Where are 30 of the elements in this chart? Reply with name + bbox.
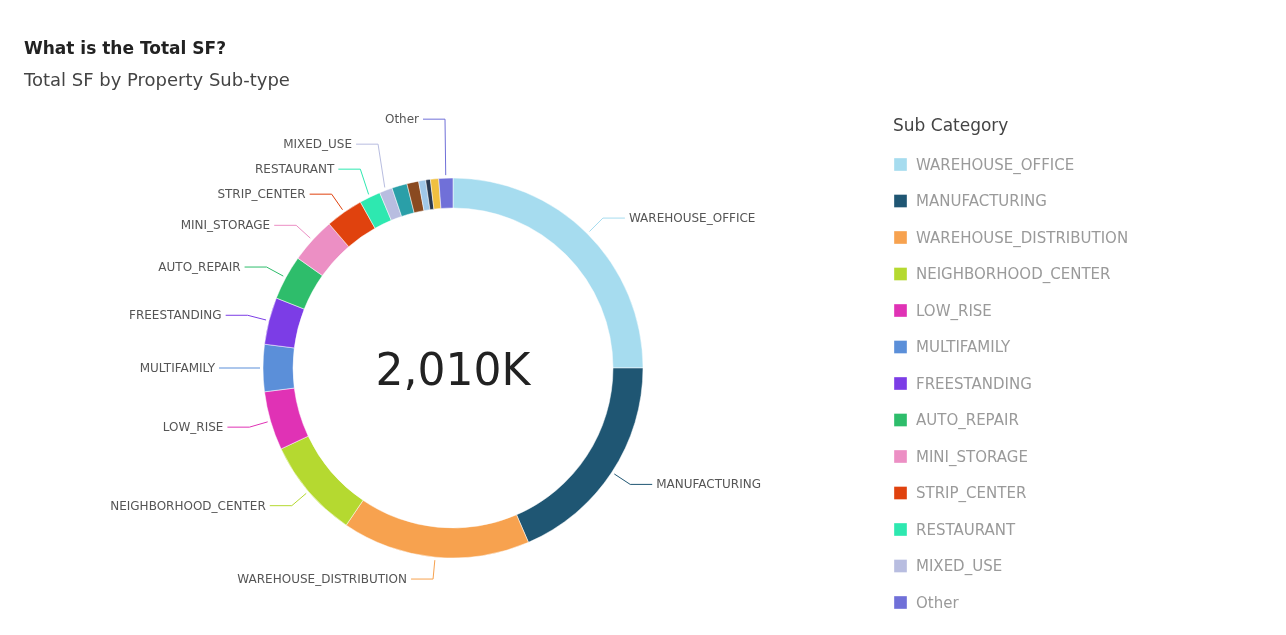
- legend-label: NEIGHBORHOOD_CENTER: [916, 265, 1111, 284]
- slice-label: FREESTANDING: [128, 308, 222, 323]
- legend-label: WAREHOUSE_DISTRIBUTION: [916, 228, 1129, 248]
- category-label: MANUFACTURING: [916, 192, 1047, 210]
- text: 2,010K: [375, 344, 532, 395]
- legend-label: MULTIFAMILY: [916, 338, 1012, 356]
- slice-label: LOW_RISE: [162, 420, 224, 435]
- legend-label: Other: [916, 593, 960, 612]
- legend-label: WAREHOUSE_OFFICE: [628, 211, 756, 226]
- legend-label: FREESTANDING: [916, 374, 1032, 393]
- category-label: Other: [384, 112, 420, 127]
- slice-label: MULTIFAMILY: [139, 361, 216, 375]
- chart-title: What is the Total SF?: [24, 38, 226, 59]
- legend-label: LOW_RISE: [916, 301, 992, 321]
- legend-label: RESTAURANT: [916, 520, 1016, 539]
- slice-label: NEIGHBORHOOD_CENTER: [110, 498, 266, 513]
- category-label: WAREHOUSE_OFFICE: [916, 155, 1075, 174]
- legend-label: AUTO_REPAIR: [916, 411, 1019, 430]
- chart-subtitle: Total SF by Property Sub-type: [23, 69, 290, 91]
- slice-label: WAREHOUSE_DISTRIBUTION: [237, 572, 408, 587]
- slice-label: MINI_STORAGE: [180, 218, 271, 233]
- legend-label: MIXED_USE: [916, 557, 1003, 576]
- legend-label: MANUFACTURING: [656, 477, 761, 492]
- slice-label: STRIP_CENTER: [217, 187, 306, 202]
- category-label: MIXED_USE: [283, 137, 353, 152]
- legend-title: Sub Category: [893, 115, 1009, 135]
- slice-label: RESTAURANT: [255, 162, 335, 177]
- legend-label: STRIP_CENTER: [916, 484, 1027, 503]
- slice-label: AUTO_REPAIR: [158, 260, 241, 275]
- legend-label: MINI_STORAGE: [916, 447, 1028, 467]
